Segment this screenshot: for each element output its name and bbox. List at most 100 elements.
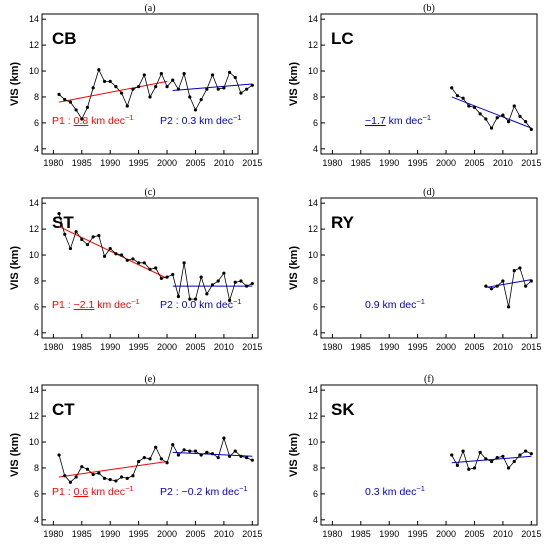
data-point — [63, 474, 67, 478]
data-point — [188, 95, 192, 99]
trend-line-p1 — [58, 460, 168, 478]
trend-annotation: P2 : 0.3 km dec−1 — [160, 113, 242, 127]
y-axis-label: VIS (km) — [288, 433, 300, 477]
data-point — [518, 453, 522, 457]
x-tick-label: 1990 — [100, 342, 120, 352]
data-point — [524, 449, 528, 453]
data-point — [171, 272, 175, 277]
x-tick-label: 2010 — [493, 342, 513, 352]
data-point — [102, 79, 107, 84]
data-point — [108, 478, 112, 482]
y-tick-label: 8 — [313, 92, 318, 102]
data-point — [495, 284, 499, 288]
y-tick-label: 10 — [308, 250, 318, 260]
data-point — [193, 449, 198, 453]
data-point — [131, 87, 135, 91]
panel-letter: (b) — [423, 3, 435, 14]
data-point — [125, 104, 129, 108]
x-tick-label: 1990 — [100, 529, 120, 539]
data-point — [455, 463, 460, 467]
x-tick-label: 2015 — [242, 342, 262, 352]
y-tick-label: 14 — [29, 385, 39, 395]
annotation-exponent: −1 — [125, 484, 134, 493]
x-tick-label: 1990 — [379, 342, 399, 352]
panel-letter: (c) — [144, 187, 155, 198]
x-tick-label: 2005 — [464, 529, 484, 539]
data-point — [154, 445, 158, 449]
trend-annotation: P1 : 0.6 km dec−1 — [52, 484, 134, 498]
data-point — [529, 127, 533, 131]
annotation-label: P1 : — [52, 486, 74, 498]
annotation-label: P2 : — [160, 486, 182, 498]
data-point — [518, 114, 522, 119]
data-point — [245, 284, 249, 288]
data-point — [233, 75, 237, 80]
y-tick-label: 8 — [34, 463, 39, 473]
data-point — [489, 459, 494, 464]
trend-annotation: 0.3 km dec−1 — [365, 484, 425, 498]
data-point — [114, 84, 118, 89]
data-point — [529, 279, 533, 283]
data-point — [74, 230, 78, 234]
annotation-unit: km dec — [196, 299, 233, 311]
data-point — [154, 266, 158, 270]
data-point — [210, 283, 215, 287]
x-tick-label: 2005 — [185, 529, 205, 539]
y-tick-label: 10 — [308, 66, 318, 76]
series-line — [58, 213, 253, 302]
y-tick-label: 4 — [34, 144, 39, 154]
y-tick-label: 14 — [29, 198, 39, 208]
data-point — [91, 472, 95, 477]
trend-annotation: −1.7 km dec−1 — [365, 113, 431, 127]
data-point — [461, 96, 465, 100]
data-point — [250, 281, 254, 286]
data-point — [91, 235, 95, 239]
annotation-unit: km dec — [196, 115, 233, 127]
annotation-exponent: −1 — [131, 297, 140, 306]
y-tick-label: 14 — [308, 385, 318, 395]
plot-frame — [320, 13, 538, 155]
x-tick-label: 1985 — [351, 529, 371, 539]
data-point — [176, 87, 181, 91]
data-point — [512, 268, 516, 273]
x-tick-label: 1995 — [129, 529, 149, 539]
x-tick-label: 1995 — [408, 342, 428, 352]
data-point — [506, 466, 511, 470]
panel-st: (c) 4 6 8 10 12 14 1980 1985 1990 1995 2000 2005 2010… — [9, 187, 262, 352]
data-point — [478, 450, 482, 455]
y-tick-label: 8 — [34, 276, 39, 286]
data-point — [233, 280, 237, 284]
series-line — [485, 267, 532, 307]
data-point — [142, 73, 146, 77]
data-point — [137, 459, 141, 464]
x-tick-label: 2005 — [185, 158, 205, 168]
trend-annotation: P2 : 0.0 km dec−1 — [160, 297, 242, 311]
annotation-label: P2 : — [160, 299, 182, 311]
data-point — [176, 453, 181, 457]
x-tick-label: 1995 — [129, 342, 149, 352]
data-point — [210, 73, 215, 77]
annotation-exponent: −1 — [416, 297, 425, 306]
data-point — [114, 252, 118, 256]
annotation-exponent: −1 — [239, 484, 248, 493]
y-tick-label: 4 — [313, 328, 318, 338]
data-point — [205, 450, 209, 455]
series-line — [58, 68, 253, 120]
panel-letter: (d) — [423, 187, 435, 198]
data-point — [148, 95, 152, 99]
x-tick-label: 2000 — [436, 342, 456, 352]
data-point — [495, 455, 499, 460]
data-point — [524, 284, 528, 288]
x-tick-label: 2000 — [436, 529, 456, 539]
plot-frame — [41, 13, 259, 155]
data-point — [131, 474, 135, 478]
data-point — [245, 455, 249, 460]
y-tick-label: 10 — [29, 66, 39, 76]
data-point — [182, 448, 186, 452]
y-tick-label: 10 — [308, 437, 318, 447]
y-tick-label: 6 — [34, 489, 39, 499]
annotation-label: P1 : — [52, 299, 74, 311]
annotation-unit: km dec — [386, 115, 423, 127]
annotation-unit: km dec — [380, 299, 417, 311]
